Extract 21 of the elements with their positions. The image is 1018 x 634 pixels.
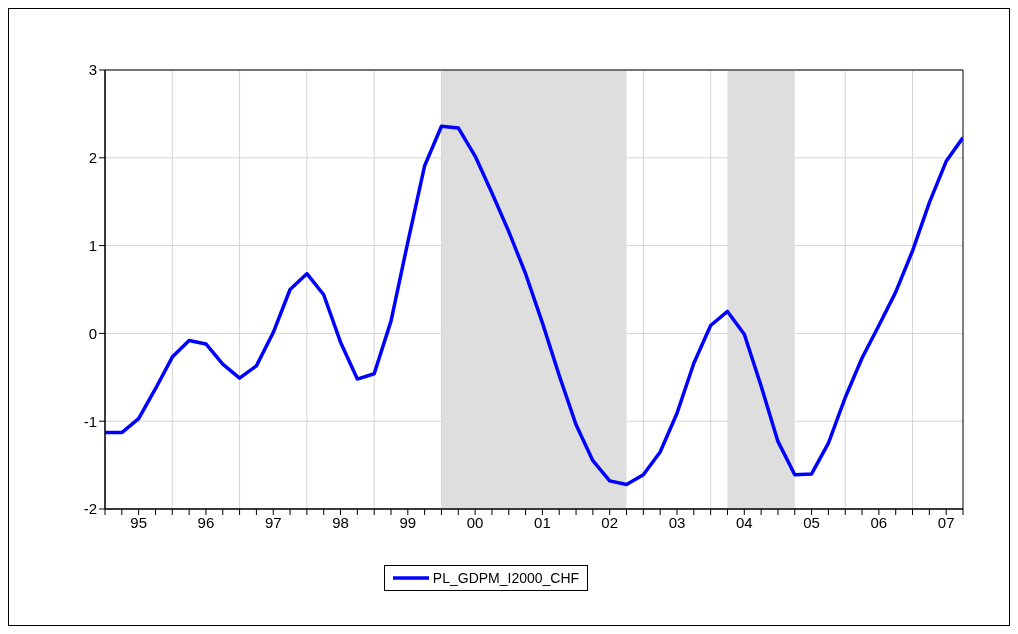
x-tick-label: 98 — [332, 513, 349, 531]
line-series — [105, 124, 963, 487]
x-tick-label: 97 — [264, 513, 282, 531]
y-tick-label: -1 — [83, 412, 97, 430]
y-tick-label: -2 — [83, 500, 97, 518]
x-tick-label: 06 — [870, 513, 888, 531]
legend-label: PL_GDPM_I2000_CHF — [432, 570, 580, 586]
y-tick-label: 3 — [88, 61, 97, 79]
x-tick-label: 07 — [937, 513, 955, 531]
x-tick-label: 03 — [668, 513, 686, 531]
x-tick-label: 02 — [601, 513, 619, 531]
x-tick-label: 99 — [399, 513, 417, 531]
y-tick-label: 0 — [88, 324, 97, 342]
x-tick-label: 05 — [803, 513, 820, 531]
x-tick-label: 00 — [466, 513, 484, 531]
y-tick-label: 2 — [88, 149, 97, 167]
x-tick-label: 01 — [534, 513, 551, 531]
x-tick-label: 95 — [130, 513, 147, 531]
x-tick-label: 96 — [197, 513, 215, 531]
y-tick-label: 1 — [88, 236, 97, 254]
x-tick-label: 04 — [735, 513, 753, 531]
